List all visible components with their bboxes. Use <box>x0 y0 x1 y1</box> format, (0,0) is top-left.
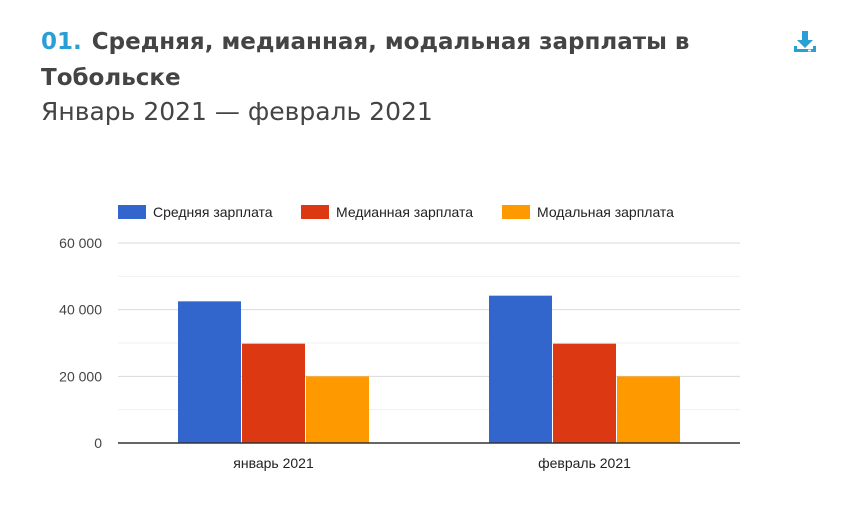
legend-swatch <box>118 205 146 219</box>
bar[interactable] <box>489 295 552 443</box>
legend-label: Средняя зарплата <box>153 204 273 220</box>
x-axis: январь 2021 февраль 2021 <box>118 442 740 471</box>
chart-header: 01. Средняя, медианная, модальная зарплат… <box>41 24 761 128</box>
y-tick-label: 40 000 <box>59 302 102 318</box>
y-tick-label: 60 000 <box>59 235 102 251</box>
chart-title: 01. Средняя, медианная, модальная зарплат… <box>41 24 761 96</box>
x-tick-label: январь 2021 <box>233 455 314 471</box>
bar[interactable] <box>553 343 616 443</box>
chart-number: 01. <box>41 29 82 55</box>
download-icon <box>794 31 816 52</box>
y-tick-label: 20 000 <box>59 368 102 384</box>
y-axis: 0 20 000 40 000 60 000 <box>59 235 102 451</box>
legend-swatch <box>502 205 530 219</box>
download-button[interactable] <box>791 27 821 57</box>
x-tick-label: февраль 2021 <box>538 455 631 471</box>
bar[interactable] <box>242 343 305 443</box>
chart-title-text: Средняя, медианная, модальная зарплаты в… <box>41 29 690 91</box>
bar[interactable] <box>178 301 241 443</box>
bar-chart: Средняя зарплата Медианная зарплата Модаль… <box>59 204 740 471</box>
chart-subtitle: Январь 2021 — февраль 2021 <box>41 97 433 126</box>
legend-label: Модальная зарплата <box>537 204 674 220</box>
chart-legend: Средняя зарплата Медианная зарплата Модаль… <box>118 204 674 220</box>
legend-label: Медианная зарплата <box>336 204 473 220</box>
legend-swatch <box>301 205 329 219</box>
y-tick-label: 0 <box>94 435 102 451</box>
bar[interactable] <box>306 376 369 443</box>
bar[interactable] <box>617 376 680 443</box>
chart-bars <box>178 295 680 443</box>
